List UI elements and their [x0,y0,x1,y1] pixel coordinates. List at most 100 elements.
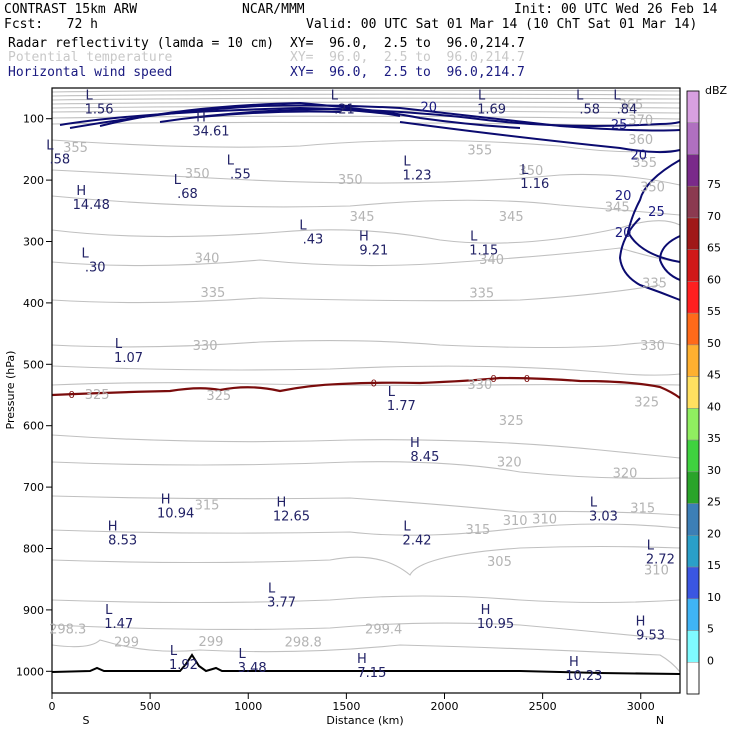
extremum-value: 3.03 [589,509,618,524]
extremum-value: 12.65 [273,509,310,524]
colorbar-label: 10 [707,591,721,604]
theta-label: 345 [605,201,630,216]
high-marker: H [359,230,369,245]
extremum-value: 3.48 [238,661,267,676]
extremum-value: 34.61 [192,124,229,139]
extremum-value: .58 [50,153,71,168]
extremum-value: .68 [177,187,198,202]
high-marker: H [357,652,367,667]
y-tick-label: 1000 [16,665,44,678]
high-marker: H [161,492,171,507]
colorbar-swatch [686,344,700,377]
y-tick-label: 500 [23,358,44,371]
colorbar-label: 5 [707,623,714,636]
extremum-value: 2.72 [646,552,675,567]
theta-label: 345 [499,210,524,225]
wind-speed-contours [59,101,681,301]
low-marker: L [521,163,529,178]
x-tick-label: 3000 [627,700,655,713]
colorbar-label: 15 [707,559,721,572]
extremum-value: 1.56 [85,102,114,117]
field-reflectivity-name: Radar reflectivity (lamda = 10 cm) [8,36,275,51]
y-tick-label: 100 [23,113,44,126]
x-axis-label: Distance (km) [326,714,403,727]
x-tick-label: 1000 [234,700,262,713]
low-marker: L [403,155,411,170]
theta-label: 335 [642,276,667,291]
forecast-hour: Fcst: 72 h [4,17,98,32]
extremum-value: 7.15 [357,666,386,681]
axis-ticks: 0 500 1000 1500 2000 2500 30001002003004005006… [16,113,655,713]
extremum-value: 2.42 [403,533,432,548]
theta-label: 320 [613,467,638,482]
extremum-value: 14.48 [73,198,110,213]
low-marker: L [299,218,307,233]
high-marker: H [196,110,206,125]
low-marker: L [170,644,178,659]
theta-label: 310 [532,513,557,528]
extremum-value: 10.23 [565,669,602,684]
colorbar: 0 5 10 15 20 25 30 35 40 45 50 55 60 65 70 75 [686,90,721,695]
theta-label: 330 [467,378,492,393]
colorbar-label: 20 [707,527,721,540]
y-tick-label: 700 [23,481,44,494]
theta-label: 355 [467,144,492,159]
low-marker: L [105,603,113,618]
reflectivity-contour [51,376,681,399]
extremum-value: 9.53 [636,628,665,643]
high-marker: H [481,603,491,618]
y-tick-label: 200 [23,174,44,187]
x-tick-label: 0 [49,700,56,713]
theta-label: 365 [619,98,644,113]
plot-frame [51,87,681,694]
theta-label: 325 [499,414,524,429]
colorbar-swatch [686,535,700,568]
colorbar-swatch [686,376,700,409]
theta-label: 350 [518,164,543,179]
terrain-line [51,653,681,675]
theta-label: 299.4 [365,623,402,638]
colorbar-label: 55 [707,305,721,318]
extremum-value: 10.95 [477,617,514,632]
extremum-value: .58 [579,102,600,117]
high-marker: H [76,184,86,199]
field-theta-name: Potential temperature [8,50,173,65]
extremum-value: .30 [85,261,106,276]
colorbar-label: 40 [707,400,721,413]
colorbar-swatch [686,439,700,473]
center-label: NCAR/MMM [242,2,305,17]
x-axis-south-label: S [83,714,90,727]
wind-speed-label: 25 [648,205,665,220]
colorbar-swatch [686,503,700,536]
reflectivity-label: 0 [524,374,530,385]
colorbar-swatch [686,185,700,219]
low-marker: L [46,139,54,154]
extremum-value: 8.53 [108,533,137,548]
colorbar-swatch [686,217,700,250]
wind-speed-label: 20 [615,226,632,241]
theta-label: 350 [185,167,210,182]
extremum-value: 1.47 [104,617,133,632]
colorbar-label: 50 [707,337,721,350]
high-marker: H [569,655,579,670]
theta-label: 320 [497,456,522,471]
theta-label: 299 [199,635,224,650]
low-marker: L [403,519,411,534]
extremum-value: 1.23 [403,169,432,184]
low-marker: L [85,88,93,103]
theta-label: 310 [503,514,528,529]
extremum-value: 8.45 [410,450,439,465]
x-tick-label: 1500 [332,700,360,713]
x-tick-label: 500 [140,700,161,713]
theta-label: 298.8 [285,635,322,650]
theta-label: 340 [195,252,220,267]
low-marker: L [331,88,339,103]
extremum-value: 1.77 [387,399,416,414]
extremum-value: 3.77 [267,595,296,610]
colorbar-label: 25 [707,496,721,509]
y-axis-label: Pressure (hPa) [4,351,17,430]
extremum-value: .84 [617,102,638,117]
extremum-value: 9.21 [359,244,388,259]
